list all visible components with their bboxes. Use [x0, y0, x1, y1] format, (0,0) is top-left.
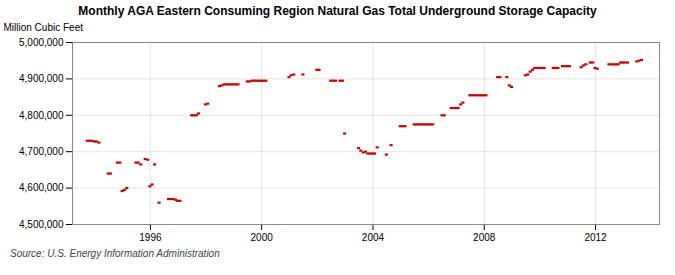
html-text:Source: U.S. Energy Informatio: Source: U.S. Energy Information Administ…: [10, 248, 220, 259]
svg-text:4,800,000: 4,800,000: [19, 110, 64, 121]
html-text:Monthly AGA Eastern Consuming: Monthly AGA Eastern Consuming Region Nat…: [78, 4, 597, 18]
svg-text:4,500,000: 4,500,000: [19, 219, 64, 230]
svg-text:4,900,000: 4,900,000: [19, 73, 64, 84]
svg-text:Million Cubic Feet: Million Cubic Feet: [4, 22, 84, 33]
svg-text:2012: 2012: [584, 232, 607, 243]
svg-text:4,700,000: 4,700,000: [19, 146, 64, 157]
svg-text:2004: 2004: [362, 232, 385, 243]
svg-text:2008: 2008: [473, 232, 496, 243]
svg-text:4,600,000: 4,600,000: [19, 182, 64, 193]
svg-text:1996: 1996: [139, 232, 162, 243]
svg-text:2000: 2000: [251, 232, 274, 243]
svg-text:5,000,000: 5,000,000: [19, 37, 64, 48]
